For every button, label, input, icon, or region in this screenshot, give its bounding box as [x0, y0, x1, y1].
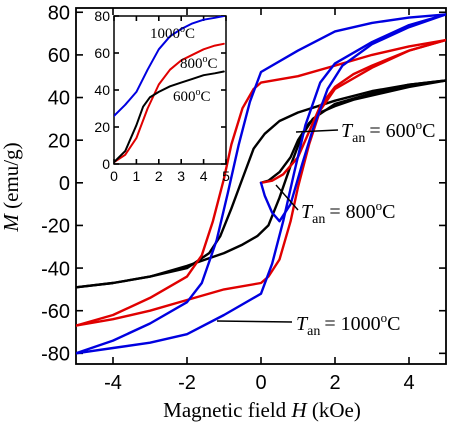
inset-label-600-text: 600 — [173, 89, 196, 105]
inset-series-800-curve — [114, 42, 225, 164]
inset-y-tick-label: 0 — [102, 156, 110, 172]
main-y-tick-label: 20 — [48, 130, 70, 152]
annotation-600: Tan = 600oC — [341, 117, 435, 146]
main-y-tick-label: -60 — [41, 301, 70, 323]
main-y-tick-label: 40 — [48, 88, 70, 110]
main-series-1000-lower — [76, 13, 446, 355]
inset-y-tick-label: 20 — [94, 119, 110, 135]
inset-y-tick-label: 60 — [94, 45, 110, 61]
y-axis-label-unit: (emu/g) — [0, 142, 23, 208]
inset-label-1000-text: 1000 — [150, 26, 180, 42]
annotation-600-var: T — [341, 120, 354, 142]
annotation-800-text: = 800 — [329, 201, 375, 223]
x-axis-label: Magnetic field H (kOe) — [163, 398, 361, 422]
y-axis-label: M (emu/g) — [0, 142, 23, 232]
chart-labels: Magnetic field H (kOe) M (emu/g) Tan = 60… — [0, 24, 435, 422]
inset-x-tick-label: 2 — [155, 168, 163, 184]
inset-series-1000-curve — [114, 16, 225, 117]
inset-label-1000-sup: o — [180, 24, 185, 35]
main-x-tick-label: -4 — [104, 372, 122, 394]
inset-label-1000: 1000oC — [150, 24, 195, 42]
annotation-800-leader — [275, 184, 299, 211]
main-x-tick-label: 0 — [255, 372, 266, 394]
inset-x-tick-label: 1 — [133, 168, 141, 184]
inset-label-800: 800oC — [180, 54, 218, 72]
annotation-1000-sup: o — [381, 310, 388, 325]
annotation-600-sub: an — [352, 131, 365, 146]
x-axis-label-unit: (kOe) — [312, 398, 361, 422]
annotation-1000-var: T — [296, 313, 309, 335]
main-y-tick-label: -40 — [41, 258, 70, 280]
annotation-1000-sub: an — [307, 324, 320, 339]
annotation-600-sup: o — [416, 117, 423, 132]
x-axis-label-var: H — [290, 398, 308, 422]
main-series-800-upper — [76, 38, 446, 327]
inset-label-800-unit: C — [208, 56, 218, 72]
main-x-tick-label: 4 — [403, 372, 414, 394]
annotation-800-sup: o — [376, 198, 383, 213]
inset-label-600-sup: o — [196, 87, 201, 98]
inset-label-600: 600oC — [173, 87, 211, 105]
annotation-600-unit: C — [422, 120, 435, 142]
main-series-1000-virgin — [259, 13, 446, 223]
main-series-group — [76, 13, 446, 355]
annotation-800: Tan = 800oC — [301, 198, 395, 227]
annotation-1000: Tan = 1000oC — [296, 310, 400, 339]
main-y-tick-label: -20 — [41, 216, 70, 238]
inset-series-600-curve — [114, 70, 225, 164]
y-axis-label-var: M — [0, 213, 23, 233]
main-series-1000-upper — [76, 13, 446, 355]
inset-series-group — [114, 16, 225, 164]
inset-x-tick-label: 0 — [110, 168, 118, 184]
inset-x-tick-label: 3 — [177, 168, 185, 184]
inset-label-800-sup: o — [203, 54, 208, 65]
inset-label-800-text: 800 — [180, 56, 203, 72]
annotation-600-leader — [295, 129, 339, 133]
inset-x-tick-label: 5 — [222, 168, 230, 184]
inset-x-tick-label: 4 — [200, 168, 208, 184]
main-y-tick-label: 60 — [48, 45, 70, 67]
inset-label-1000-unit: C — [185, 26, 195, 42]
main-x-tick-label: 2 — [329, 372, 340, 394]
annotation-800-sub: an — [312, 212, 325, 227]
annotation-600-text: = 600 — [369, 120, 415, 142]
annotation-1000-leader — [216, 320, 293, 323]
main-y-tick-label: -80 — [41, 344, 70, 366]
inset-y-tick-label: 80 — [94, 8, 110, 24]
annotation-1000-text: = 1000 — [324, 313, 380, 335]
annotation-800-unit: C — [382, 201, 395, 223]
main-series-800-lower — [76, 38, 446, 327]
inset-label-600-unit: C — [201, 89, 211, 105]
main-y-tick-label: 0 — [59, 173, 70, 195]
annotation-800-var: T — [301, 201, 314, 223]
inset-y-tick-label: 40 — [94, 82, 110, 98]
main-x-tick-label: -2 — [178, 372, 196, 394]
main-y-tick-label: 80 — [48, 2, 70, 24]
x-axis-label-text: Magnetic field — [163, 398, 287, 422]
annotation-1000-unit: C — [387, 313, 400, 335]
main-series-600-lower — [76, 79, 446, 289]
